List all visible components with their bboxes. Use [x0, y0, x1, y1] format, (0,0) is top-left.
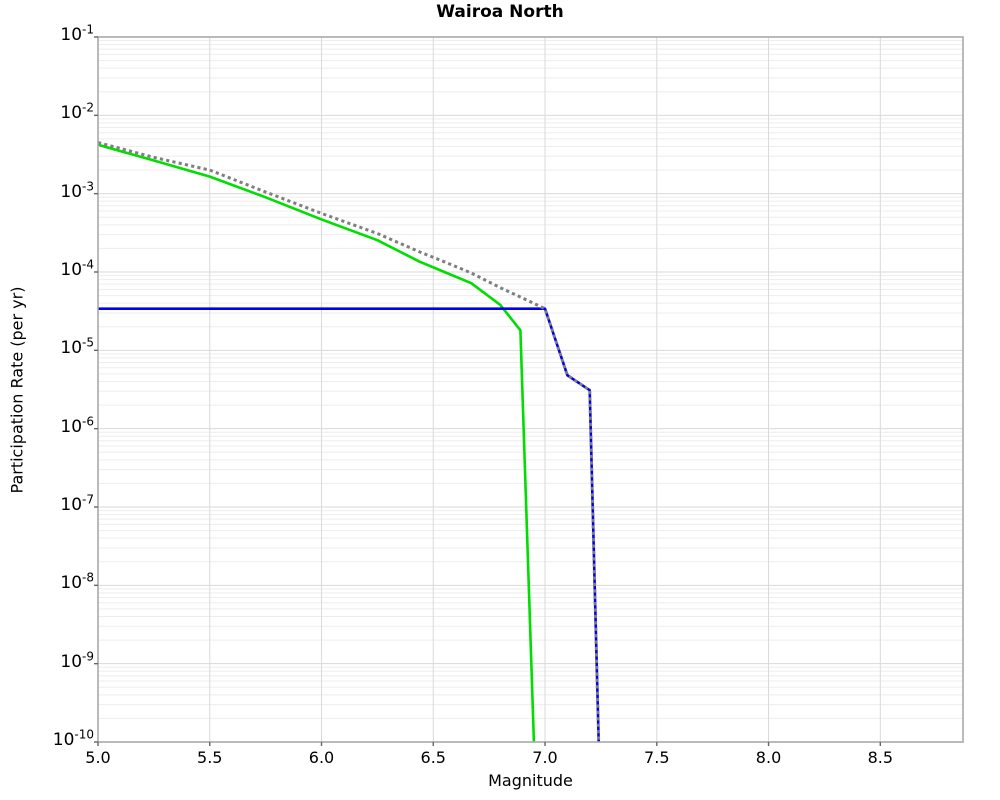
plot-frame	[97, 36, 964, 743]
x-tick-label: 7.5	[644, 748, 670, 767]
y-tick-label: 10-1	[60, 22, 94, 45]
x-tick-label: 5.0	[85, 748, 111, 767]
y-tick-label: 10-5	[60, 335, 94, 359]
gray-dotted-curve	[97, 141, 601, 743]
chart-title: Wairoa North	[436, 2, 564, 22]
x-tick-label: 8.5	[867, 748, 894, 767]
y-tick-label: 10-10	[52, 727, 94, 750]
y-tick-label: 10-3	[60, 179, 94, 202]
y-tick-label: 10-4	[60, 257, 94, 280]
y-tick-label: 10-2	[60, 100, 94, 124]
x-tick-label: 7.0	[532, 748, 558, 767]
x-tick-label: 6.5	[420, 748, 446, 767]
y-tick-label: 10-8	[60, 570, 94, 594]
x-tick-label: 5.5	[197, 748, 223, 767]
y-tick-label: 10-7	[60, 492, 94, 515]
x-tick-label: 6.0	[308, 748, 335, 767]
x-tick-label: 8.0	[755, 748, 782, 767]
y-tick-label: 10-6	[60, 414, 94, 437]
y-tick-label: 10-9	[60, 649, 94, 672]
x-axis-title: Magnitude	[488, 771, 573, 790]
